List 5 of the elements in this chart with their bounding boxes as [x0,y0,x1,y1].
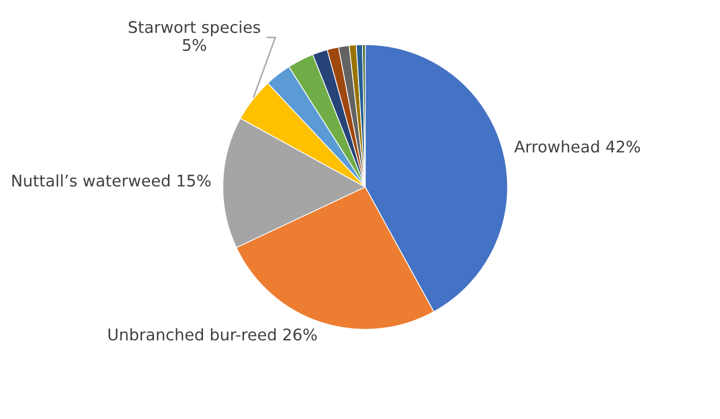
data-label: 5% [182,38,206,52]
slice-label: Arrowhead 42% [514,140,640,153]
slice-label: Nuttall’s waterweed 15% [12,174,211,187]
slice-label: Starwort species [128,20,260,36]
slice-label: Unbranched bur-reed 26% [108,328,317,341]
